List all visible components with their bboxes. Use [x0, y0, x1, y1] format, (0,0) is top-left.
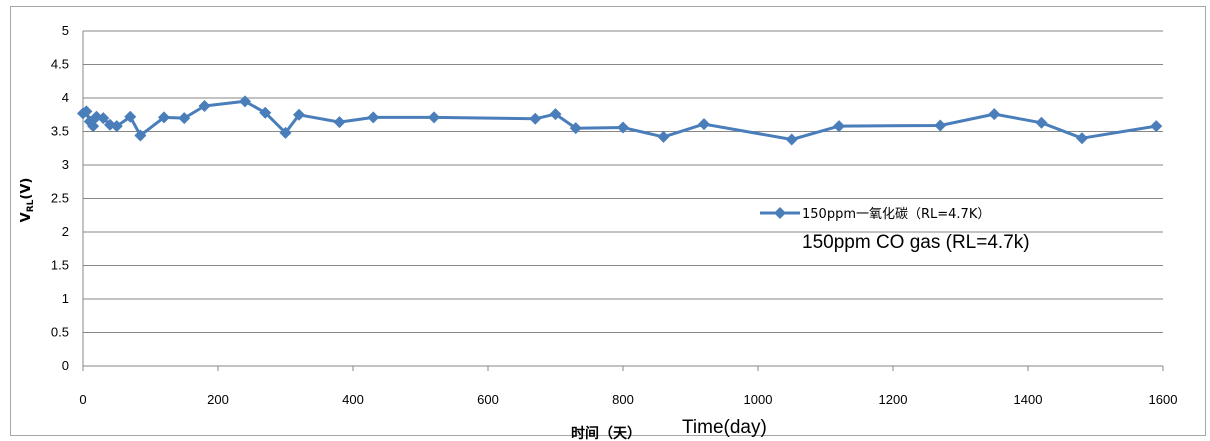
x-tick-7: 1400 — [1014, 392, 1043, 407]
data-point-12 — [198, 100, 211, 113]
data-point-30 — [1035, 116, 1048, 129]
legend-note: 150ppm CO gas (RL=4.7k) — [802, 232, 1030, 253]
y-tick-6: 3 — [62, 157, 69, 172]
data-point-8 — [124, 110, 137, 123]
x-tick-3: 600 — [477, 392, 499, 407]
data-point-22 — [569, 122, 582, 135]
x-tick-0: 0 — [79, 392, 86, 407]
x-tick-labels: 0 200 400 600 800 1000 1200 1400 1600 — [79, 392, 1177, 407]
data-point-28 — [934, 119, 947, 132]
y-tick-10: 5 — [62, 23, 69, 38]
legend-series-name: 150ppm一氧化碳（RL=4.7K） — [802, 207, 990, 222]
data-point-3 — [87, 120, 100, 133]
x-tick-8: 1600 — [1149, 392, 1178, 407]
x-axis-label-en: Time(day) — [682, 417, 767, 438]
data-point-27 — [833, 120, 845, 133]
data-point-26 — [785, 133, 798, 146]
data-point-14 — [259, 106, 272, 119]
x-tick-1: 200 — [207, 392, 229, 407]
legend-marker — [774, 207, 786, 219]
data-point-10 — [158, 111, 170, 124]
y-tick-9: 4.5 — [51, 57, 69, 72]
x-tick-6: 1200 — [879, 392, 908, 407]
x-axis-label-cn: 时间（天） — [571, 425, 641, 441]
data-point-18 — [367, 111, 380, 124]
x-tick-4: 800 — [612, 392, 634, 407]
series-line-0 — [82, 99, 1157, 141]
data-point-24 — [657, 130, 670, 143]
data-point-32 — [1150, 120, 1163, 133]
data-point-5 — [97, 112, 110, 125]
data-point-16 — [293, 108, 305, 121]
data-point-15 — [279, 126, 292, 139]
x-tick-5: 1000 — [744, 392, 773, 407]
data-point-9 — [134, 129, 147, 142]
series-layer — [82, 99, 1157, 141]
y-tick-7: 3.5 — [51, 124, 69, 139]
data-point-25 — [698, 118, 710, 131]
data-point-31 — [1076, 132, 1088, 145]
data-point-21 — [549, 108, 562, 121]
y-tick-labels: 0 0.5 1 1.5 2 2.5 3 3.5 4 4.5 5 — [51, 23, 69, 373]
data-point-29 — [988, 108, 1001, 121]
chart-frame — [10, 6, 1206, 436]
data-point-13 — [239, 95, 251, 108]
data-point-11 — [178, 112, 191, 125]
y-tick-0: 0 — [62, 358, 69, 373]
data-point-1 — [80, 105, 93, 118]
y-tick-3: 1.5 — [51, 258, 69, 273]
data-point-19 — [428, 111, 440, 124]
x-tick-2: 400 — [342, 392, 364, 407]
axes — [82, 31, 1164, 371]
y-tick-1: 0.5 — [51, 325, 69, 340]
data-point-17 — [333, 116, 346, 129]
data-markers — [77, 95, 1163, 146]
y-axis-label: VRL(V) — [19, 178, 36, 223]
legend: 150ppm一氧化碳（RL=4.7K） — [760, 207, 990, 222]
y-tick-8: 4 — [62, 90, 69, 105]
y-tick-5: 2.5 — [51, 191, 69, 206]
y-tick-4: 2 — [62, 224, 69, 239]
data-point-23 — [617, 121, 629, 134]
data-point-7 — [110, 120, 123, 133]
y-tick-2: 1 — [62, 291, 69, 306]
grid-lines — [83, 30, 1163, 333]
data-point-20 — [529, 112, 542, 125]
